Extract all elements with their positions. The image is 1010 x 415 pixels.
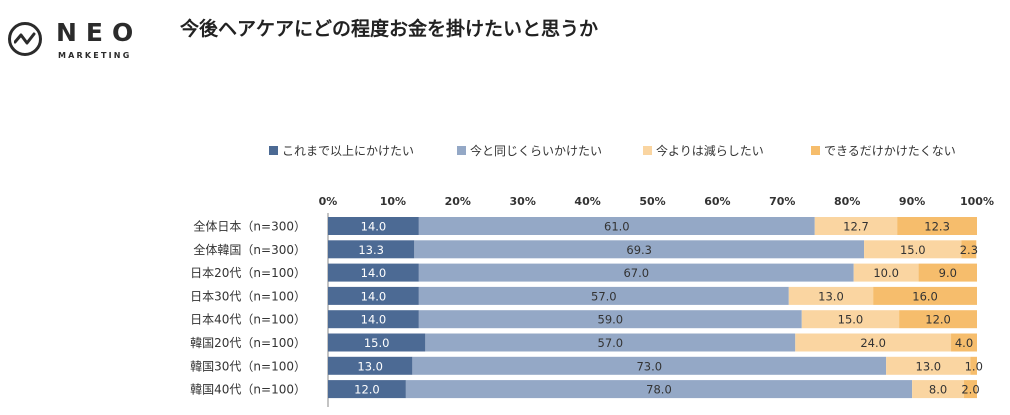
bar-segment — [328, 286, 419, 305]
bar-segment — [951, 333, 977, 352]
data-label: 16.0 — [912, 289, 938, 303]
bar-segment — [418, 286, 789, 305]
legend-label: 今と同じくらいかけたい — [470, 143, 602, 158]
bar-segment — [328, 263, 419, 282]
bar-segment — [918, 263, 977, 282]
data-label: 13.0 — [818, 289, 844, 303]
data-label: 14.0 — [361, 266, 387, 280]
data-label: 12.0 — [354, 383, 380, 397]
data-label: 12.0 — [925, 313, 951, 327]
category-label: 日本30代（n=100） — [190, 289, 306, 303]
bar-segment — [964, 380, 977, 399]
category-label: 日本40代（n=100） — [190, 313, 306, 327]
data-label: 2.0 — [961, 383, 979, 397]
data-label: 13.3 — [358, 243, 384, 257]
bar-segment — [328, 240, 415, 259]
data-label: 24.0 — [860, 336, 886, 350]
data-label: 1.0 — [965, 359, 983, 373]
chart-title: 今後ヘアケアにどの程度お金を掛けたいと思うか — [180, 18, 599, 40]
data-label: 15.0 — [364, 336, 390, 350]
bar-segment — [899, 310, 977, 329]
category-label: 日本20代（n=100） — [190, 266, 306, 280]
data-label: 57.0 — [598, 336, 624, 350]
data-label: 61.0 — [604, 220, 630, 234]
data-label: 12.7 — [843, 220, 869, 234]
logo-pulse-icon — [8, 22, 42, 56]
x-tick-label: 10% — [380, 195, 406, 208]
bar-segment — [801, 310, 900, 329]
data-label: 69.3 — [626, 243, 652, 257]
data-label: 12.3 — [924, 220, 950, 234]
data-label: 13.0 — [916, 359, 942, 373]
category-label: 韓国40代（n=100） — [190, 383, 306, 397]
legend-swatch — [643, 146, 652, 155]
data-label: 15.0 — [838, 313, 864, 327]
legend-label: できるだけかけたくない — [824, 144, 956, 158]
bar-segment — [425, 333, 796, 352]
x-tick-label: 20% — [445, 195, 471, 208]
bar-segment — [873, 286, 977, 305]
bar-segment — [814, 217, 898, 235]
bar-segment — [886, 356, 971, 375]
brand-logo: NEO MARKETING — [8, 18, 158, 68]
x-tick-label: 60% — [704, 195, 730, 208]
bar-segment — [328, 217, 419, 235]
data-label: 14.0 — [361, 313, 387, 327]
legend-swatch — [457, 146, 466, 155]
bar-segment — [405, 380, 913, 399]
data-label: 57.0 — [591, 289, 617, 303]
bar-segment — [328, 333, 426, 352]
category-label: 全体韓国（n=300） — [193, 242, 306, 257]
bar-segment — [853, 263, 919, 282]
bar-segment — [418, 217, 815, 235]
bar-segment — [418, 310, 802, 329]
legend-label: これまで以上にかけたい — [282, 144, 414, 158]
data-label: 8.0 — [929, 383, 947, 397]
legend-swatch — [811, 146, 820, 155]
bar-segment — [795, 333, 952, 352]
brand-name: NEO — [56, 18, 143, 47]
category-label: 韓国20代（n=100） — [190, 336, 306, 350]
category-label: 全体日本（n=300） — [193, 219, 306, 234]
x-tick-label: 30% — [510, 195, 536, 208]
bar-segment — [970, 356, 977, 375]
bar-segment — [788, 286, 874, 305]
x-tick-label: 70% — [769, 195, 795, 208]
legend-swatch — [269, 146, 278, 155]
bar-segment — [328, 310, 419, 329]
bar-segment — [414, 240, 865, 259]
data-label: 15.0 — [900, 243, 926, 257]
legend-label: 今よりは減らしたい — [656, 143, 764, 158]
data-label: 59.0 — [598, 313, 624, 327]
x-tick-label: 0% — [319, 195, 338, 208]
data-label: 14.0 — [361, 220, 387, 234]
bar-segment — [897, 217, 977, 235]
data-label: 2.3 — [960, 243, 978, 257]
bar-segment — [418, 263, 854, 282]
x-tick-label: 90% — [899, 195, 925, 208]
x-tick-label: 100% — [960, 195, 994, 208]
data-label: 4.0 — [955, 336, 973, 350]
x-tick-label: 50% — [639, 195, 665, 208]
data-label: 9.0 — [939, 266, 957, 280]
bar-segment — [864, 240, 962, 259]
bar-segment — [912, 380, 965, 399]
data-label: 73.0 — [636, 359, 662, 373]
x-tick-label: 40% — [574, 195, 600, 208]
bar-segment — [328, 380, 406, 399]
data-label: 78.0 — [646, 383, 672, 397]
bar-segment — [412, 356, 887, 375]
data-label: 13.0 — [357, 359, 383, 373]
data-label: 10.0 — [873, 266, 899, 280]
category-label: 韓国30代（n=100） — [190, 359, 306, 373]
data-label: 67.0 — [623, 266, 649, 280]
bar-segment — [961, 240, 977, 259]
brand-subtitle: MARKETING — [58, 51, 132, 60]
data-label: 14.0 — [361, 289, 387, 303]
x-tick-label: 80% — [834, 195, 860, 208]
bar-segment — [328, 356, 413, 375]
